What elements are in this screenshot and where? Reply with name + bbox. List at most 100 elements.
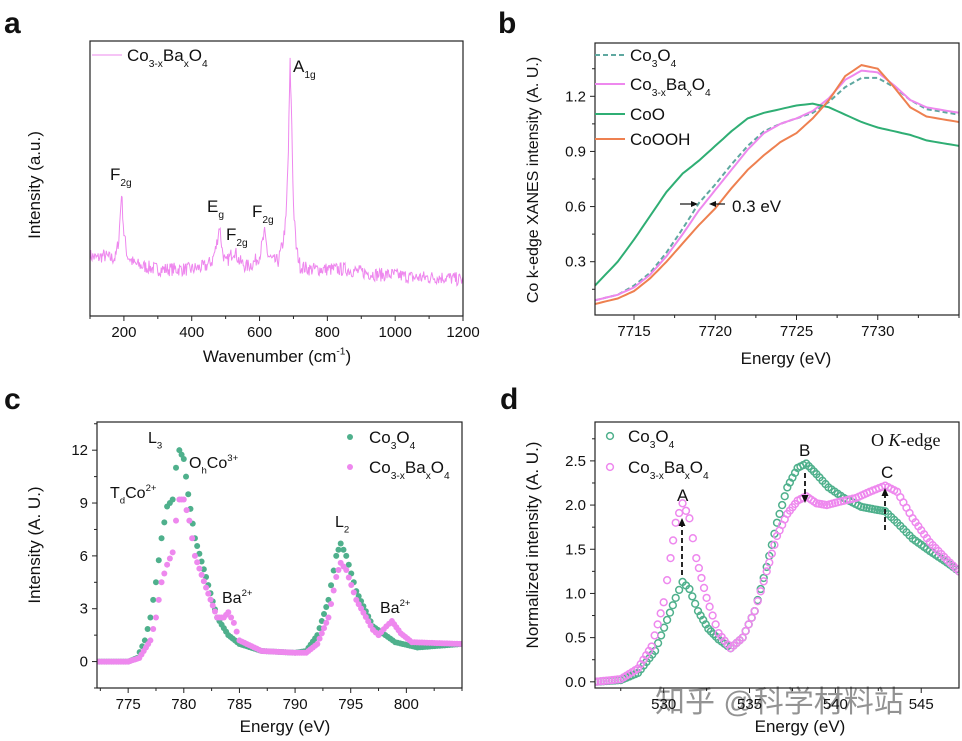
panel-a: 200 400 600 800 1000 1200 Wavenumber (cm-1) Int…	[25, 40, 480, 366]
data-point	[674, 508, 684, 518]
plot-area	[97, 447, 462, 665]
arrowhead	[709, 201, 716, 207]
text-segment: O	[396, 428, 409, 447]
data-point	[671, 518, 680, 527]
text-segment: Co	[207, 455, 228, 472]
data-point	[656, 609, 665, 618]
data-point	[659, 623, 669, 632]
data-point	[770, 540, 779, 549]
text-segment: 4	[671, 59, 677, 70]
series-line	[595, 64, 959, 305]
x-axis-label: Energy (eV)	[741, 349, 832, 368]
text-segment: T	[110, 485, 120, 502]
y-tick-label: 0.9	[565, 143, 586, 160]
legend-item: Co3-xBaxO4	[347, 458, 450, 482]
text-segment: 4	[703, 471, 709, 482]
series-line	[595, 69, 959, 302]
data-point	[694, 563, 704, 573]
plot-frame	[96, 421, 463, 689]
data-point	[144, 625, 151, 632]
data-point	[345, 574, 352, 581]
x-tick-label: 1000	[378, 324, 411, 341]
text-segment: d	[120, 496, 125, 507]
data-point	[194, 543, 201, 550]
x-tick-label: 7730	[861, 323, 894, 340]
data-point	[318, 630, 325, 637]
text-segment: F	[226, 225, 236, 244]
data-point	[699, 583, 709, 593]
y-axis-label: Co k-edge XANES intensity (A. U.)	[525, 57, 542, 303]
data-point	[767, 540, 776, 549]
data-point	[753, 597, 762, 606]
text-segment: 3+	[227, 453, 238, 464]
data-point	[350, 589, 357, 596]
x-tick-label: 400	[179, 324, 204, 341]
arrowhead	[801, 495, 809, 503]
x-tick-label: 1200	[446, 324, 479, 341]
data-point	[158, 535, 165, 542]
text-segment: O	[690, 458, 703, 477]
legend-item: Co3-xBaxO4	[595, 75, 711, 99]
data-point	[685, 514, 694, 523]
data-point	[659, 598, 668, 607]
plot-frame	[89, 40, 464, 317]
panel-label-d: d	[500, 383, 518, 416]
text-segment: h	[201, 466, 206, 477]
text-segment: O	[189, 46, 202, 65]
x-tick-label: 790	[283, 696, 308, 713]
data-point	[691, 599, 700, 608]
text-segment: O	[655, 427, 668, 446]
text-segment: O	[431, 458, 444, 477]
text-segment: x	[426, 471, 431, 482]
plot-area	[90, 57, 463, 287]
plot-area	[595, 459, 959, 686]
data-point	[653, 620, 662, 629]
data-point	[599, 676, 608, 686]
x-tick-label: 535	[737, 696, 762, 713]
text-segment: Co	[125, 485, 146, 502]
data-point	[161, 570, 168, 577]
data-point	[173, 464, 180, 471]
text-segment: 2+	[146, 483, 157, 494]
text-segment: Co	[127, 46, 149, 65]
data-point	[671, 593, 680, 603]
text-segment: Co	[628, 458, 650, 477]
data-point	[191, 552, 198, 559]
arrowhead	[678, 518, 686, 526]
annotation-label: A1g	[293, 57, 316, 81]
data-point	[459, 640, 462, 647]
data-point	[150, 625, 157, 632]
data-point	[209, 602, 216, 609]
annotation-label: C	[881, 463, 893, 482]
legend-label: Co3O4	[369, 428, 416, 452]
text-segment: Co	[369, 428, 391, 447]
data-point	[200, 566, 207, 573]
arrowhead	[881, 488, 889, 496]
x-tick-label: 800	[315, 324, 340, 341]
text-segment: 3	[391, 441, 397, 452]
y-tick-label: 1.2	[565, 88, 586, 105]
data-point	[185, 491, 192, 498]
data-point	[233, 628, 240, 635]
text-segment: CoO	[630, 105, 665, 124]
data-point	[328, 582, 335, 589]
panel-c: 775 780 785 790 795 800 0 3 6 9 12 Energy (eV) Inten…	[25, 421, 463, 736]
data-point	[666, 553, 675, 563]
data-point	[678, 499, 687, 508]
data-point	[605, 676, 614, 685]
data-point	[708, 611, 717, 620]
y-tick-label: 1.0	[565, 585, 586, 602]
text-segment: x	[184, 59, 189, 70]
data-point	[183, 473, 190, 480]
data-point	[741, 626, 750, 636]
legend-swatch	[605, 462, 615, 472]
data-point	[345, 561, 352, 568]
data-point	[759, 573, 768, 583]
data-point	[325, 614, 332, 621]
text-segment: 4	[705, 88, 711, 99]
data-point	[333, 552, 340, 559]
data-point	[164, 561, 171, 568]
data-point	[595, 677, 603, 686]
annotation-label: L3	[148, 430, 162, 452]
data-point	[337, 540, 344, 547]
